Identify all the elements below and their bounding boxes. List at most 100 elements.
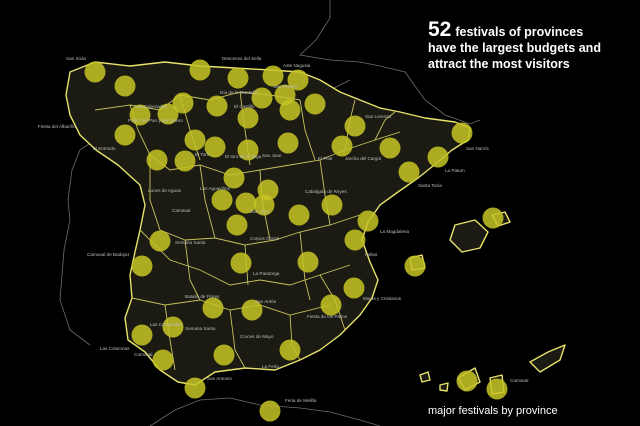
festival-dot [259,400,281,422]
festival-dot [227,67,249,89]
festival-label: El Castillo [234,104,255,109]
festival-label: El Pilar [318,156,333,161]
festival-dot [451,122,473,144]
festival-dot [277,132,299,154]
festival-dot [427,146,449,168]
festival-dot [321,194,343,216]
festival-dot [174,150,196,172]
festival-dot [226,214,248,236]
festival-dot [251,87,273,109]
festival-label: Semana Santa [175,240,206,245]
festival-dot [114,75,136,97]
festival-dot [146,149,168,171]
festival-label: La Pandorga [253,271,280,276]
festival-label: Carnaval [172,208,190,213]
headline-line2: have the largest budgets and [428,41,601,55]
festival-label: Santa Tecla [418,183,442,188]
festival-dot [157,103,179,125]
festival-dot [262,65,284,87]
festival-dot [357,210,379,232]
festival-dot [320,294,342,316]
festival-dot [211,189,233,211]
festival-label: San Antonio [207,376,232,381]
festival-labels: San Xoán Descenso del Sella Aste Nagusia Dí… [38,56,528,403]
mallorca-outline [449,219,489,253]
festival-label: Pedro del Pan y del Queso [128,118,183,123]
festival-dot [279,99,301,121]
festival-dot [184,377,206,399]
festival-dot [404,255,426,277]
festival-dot [486,378,508,400]
headline-line1: festivals of provinces [455,25,584,39]
festival-dot [237,107,259,129]
festival-dot [288,204,310,226]
festival-label: Fiesta del Albariño [38,124,76,129]
headline-line3: attract the most visitors [428,57,570,71]
festival-label: La Feria [262,364,279,369]
festival-label: Carnaval de Badajoz [87,252,130,257]
festival-label: San Lorenzo [365,114,391,119]
festival-dot [189,59,211,81]
africa-coast [149,397,381,426]
festival-dot [162,316,184,338]
festival-dot [287,69,309,91]
festival-label: Aste Nagusia [283,63,311,68]
festival-label: La Magdalena [380,229,410,234]
festival-dot [152,349,174,371]
festival-dot [253,194,275,216]
festival-dot [172,92,194,114]
festival-dot [237,139,259,161]
festival-dot [344,115,366,137]
festival-label: San Juan [262,153,282,158]
portugal-border [59,139,96,346]
festival-dot [131,255,153,277]
festival-label: Moros y Cristianos [363,296,402,301]
festival-dot [204,136,226,158]
festival-label: San Fermín [273,84,297,89]
festival-dot [297,251,319,273]
festival-dot [223,167,245,189]
festival-label: Día de la Montaña [220,90,258,95]
peninsula-outline [65,61,471,386]
festival-dot [398,161,420,183]
festival-dot [241,299,263,321]
festival-label: Las Cabezadas [135,104,168,109]
festival-label: Cabalgata de Reyes [305,189,347,194]
festival-dot [344,229,366,251]
festival-dot [202,297,224,319]
festival-dots [84,59,508,422]
festival-label: Descenso del Sella [222,56,262,61]
festival-dot [149,230,171,252]
festival-label: Batalla de Flores [185,294,220,299]
festival-dot [343,277,365,299]
festival-dot [379,137,401,159]
festival-dot [331,135,353,157]
festival-label: El toro de la Vega [225,154,262,159]
festival-label: La Patum [445,168,465,173]
festival-label: San Antón [255,299,277,304]
festival-dot [230,252,252,274]
festival-label: San Juan [250,209,270,214]
festival-label: Las Carnavales [150,322,183,327]
festival-label: El Entroido [93,146,116,151]
festival-dot [131,324,153,346]
festival-label: Lunes de Aguas [148,188,182,193]
festival-dot [279,339,301,361]
festival-dot [114,124,136,146]
festival-dot [206,95,228,117]
festival-dot [129,104,151,126]
festival-label: Cruces de Mayo [240,334,274,339]
festival-dot [84,61,106,83]
festival-label: Las Columnas [100,346,130,351]
festival-label: Carnaval [510,378,528,383]
festival-label: El Toro [195,152,210,157]
festival-label: San Narcís [466,146,489,151]
festival-dot [456,370,478,392]
festival-dot [213,344,235,366]
headline: 52 festivals of provinces have the larges… [428,19,633,72]
festival-dot [235,192,257,214]
festival-label: Fallas [365,252,378,257]
festival-label: San Xoán [66,56,87,61]
